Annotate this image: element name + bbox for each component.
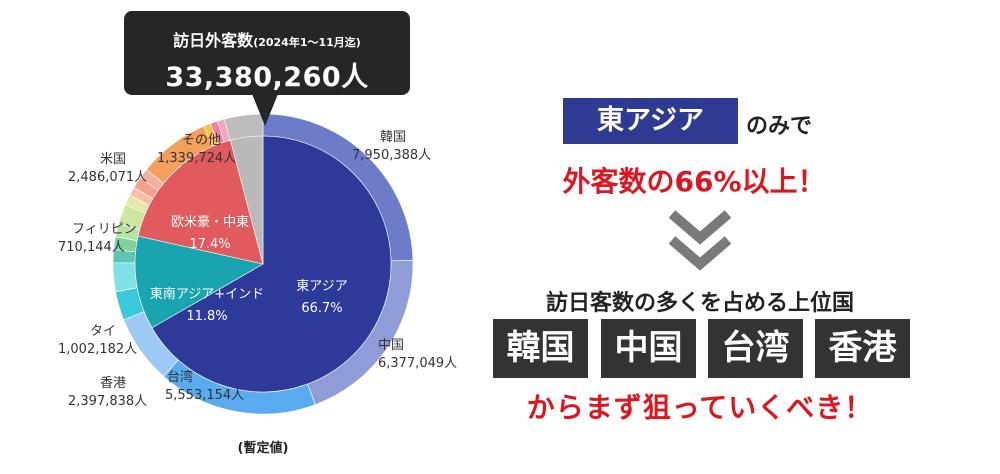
callout-period: (2024年1〜11月迄) xyxy=(253,36,361,49)
headline: 外客数の66%以上！ xyxy=(562,165,826,198)
outer-value-1: 6,377,049人 xyxy=(378,356,457,371)
callout-tail xyxy=(252,94,278,126)
outer-value-9: 710,144人 xyxy=(58,240,125,255)
east-asia-badge: 東アジア xyxy=(563,98,738,144)
inner-percent-0: 66.7% xyxy=(301,301,342,316)
inner-slice-3 xyxy=(230,135,264,265)
outer-value-3: 2,397,838人 xyxy=(68,394,147,409)
outer-label-9: フィリピン xyxy=(72,222,137,237)
inner-label-1: 東南アジア+インド xyxy=(150,286,264,302)
callout-total: 33,380,260人 xyxy=(165,62,369,93)
provisional-note: (暫定値) xyxy=(238,440,289,456)
outer-label-5: タイ xyxy=(90,324,116,339)
outer-label-3: 香港 xyxy=(100,376,126,391)
inner-label-0: 東アジア xyxy=(296,278,347,294)
country-box-hongkong: 香港 xyxy=(815,319,910,378)
top-countries-title: 訪日客数の多くを占める上位国 xyxy=(545,291,854,316)
outer-label-14: 米国 xyxy=(100,152,126,167)
outer-value-0: 7,950,388人 xyxy=(352,148,431,163)
outer-value-14: 2,486,071人 xyxy=(68,170,147,185)
inner-percent-2: 17.4% xyxy=(189,237,230,252)
double-chevron-down-icon xyxy=(668,210,732,271)
country-box-korea: 韓国 xyxy=(493,319,588,378)
outer-value-5: 1,002,182人 xyxy=(58,342,137,357)
total-callout: 訪日外客数(2024年1〜11月迄) 33,380,260人 xyxy=(124,11,410,95)
inner-slice-1 xyxy=(134,235,264,329)
outer-label-1: 中国 xyxy=(378,338,404,353)
east-asia-suffix: のみで xyxy=(746,114,813,139)
inner-percent-1: 11.8% xyxy=(186,309,227,324)
outer-label-0: 韓国 xyxy=(380,130,406,145)
country-box-china: 中国 xyxy=(601,319,696,378)
outer-value-2: 5,553,154人 xyxy=(165,388,244,403)
inner-slice-0 xyxy=(151,135,392,393)
call-to-action: からまず狙っていくべき！ xyxy=(526,391,874,424)
outer-label-18: その他 xyxy=(182,133,221,148)
callout-title: 訪日外客数 xyxy=(173,31,254,50)
country-box-taiwan: 台湾 xyxy=(708,319,803,378)
outer-slice-5 xyxy=(112,262,138,293)
inner-label-2: 欧米豪・中東 xyxy=(171,214,249,230)
outer-value-18: 1,339,724人 xyxy=(157,151,236,166)
outer-label-2: 台湾 xyxy=(167,369,193,385)
inner-slice-2 xyxy=(137,139,264,265)
